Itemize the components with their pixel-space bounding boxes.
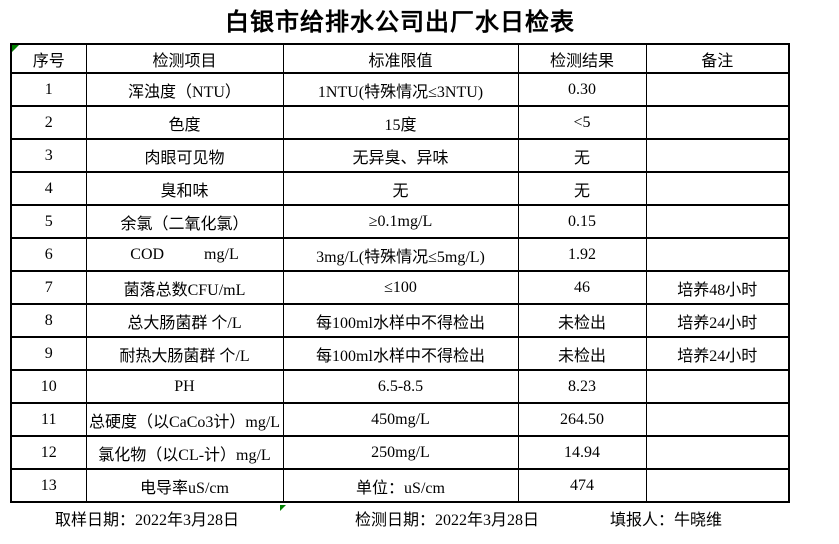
cell-limit: 3mg/L(特殊情况≤5mg/L) <box>282 237 519 272</box>
cell-no: 10 <box>10 369 87 404</box>
cell-marker-triangle <box>280 505 286 511</box>
cell-remark <box>645 72 790 107</box>
cell-no: 2 <box>10 105 87 140</box>
cell-result: 8.23 <box>517 369 647 404</box>
cell-remark: 培养48小时 <box>645 270 790 305</box>
cell-item: 臭和味 <box>85 171 284 206</box>
cell-result: 264.50 <box>517 402 647 437</box>
cell-remark <box>645 204 790 239</box>
cell-no: 6 <box>10 237 87 272</box>
sample-date-label: 取样日期：2022年3月28日 <box>55 512 240 529</box>
cell-no: 13 <box>10 468 87 503</box>
cell-result: 14.94 <box>517 435 647 470</box>
cell-item: 氯化物（以CL-计）mg/L <box>85 435 284 470</box>
cell-result: 0.30 <box>517 72 647 107</box>
cell-item: 菌落总数CFU/mL <box>85 270 284 305</box>
table-row: 6 COD mg/L 3mg/L(特殊情况≤5mg/L) 1.92 <box>10 237 790 272</box>
cell-limit: 无 <box>282 171 519 206</box>
table-header-row: 序号 检测项目 标准限值 检测结果 备注 <box>10 43 790 74</box>
cell-no: 11 <box>10 402 87 437</box>
cell-item: 电导率uS/cm <box>85 468 284 503</box>
cell-result: 1.92 <box>517 237 647 272</box>
cell-remark <box>645 138 790 173</box>
cell-remark <box>645 468 790 503</box>
cell-item: 浑浊度（NTU） <box>85 72 284 107</box>
cell-remark <box>645 171 790 206</box>
header-remark: 备注 <box>645 43 790 74</box>
header-result: 检测结果 <box>517 43 647 74</box>
table-row: 4 臭和味 无 无 <box>10 171 790 206</box>
table-row: 12 氯化物（以CL-计）mg/L 250mg/L 14.94 <box>10 435 790 470</box>
cell-result: 无 <box>517 171 647 206</box>
cell-result: 46 <box>517 270 647 305</box>
cell-limit: ≤100 <box>282 270 519 305</box>
cell-item: 总大肠菌群 个/L <box>85 303 284 338</box>
table-row: 3 肉眼可见物 无异臭、异味 无 <box>10 138 790 173</box>
cell-no: 7 <box>10 270 87 305</box>
cell-no: 12 <box>10 435 87 470</box>
cell-item: COD mg/L <box>85 237 284 272</box>
cell-remark <box>645 105 790 140</box>
cell-result: 无 <box>517 138 647 173</box>
cell-limit: 1NTU(特殊情况≤3NTU) <box>282 72 519 107</box>
cell-limit: 250mg/L <box>282 435 519 470</box>
cell-limit: ≥0.1mg/L <box>282 204 519 239</box>
cell-result: 未检出 <box>517 336 647 371</box>
table-row: 8 总大肠菌群 个/L 每100ml水样中不得检出 未检出 培养24小时 <box>10 303 790 338</box>
table-row: 10 PH 6.5-8.5 8.23 <box>10 369 790 404</box>
cell-limit: 单位：uS/cm <box>282 468 519 503</box>
cell-remark: 培养24小时 <box>645 303 790 338</box>
cell-no: 8 <box>10 303 87 338</box>
inspection-table: 序号 检测项目 标准限值 检测结果 备注 1 浑浊度（NTU） 1NTU(特殊情… <box>10 43 790 503</box>
header-item: 检测项目 <box>85 43 284 74</box>
cell-remark <box>645 237 790 272</box>
cell-result: 未检出 <box>517 303 647 338</box>
cell-no: 4 <box>10 171 87 206</box>
cell-remark <box>645 402 790 437</box>
cell-limit: 450mg/L <box>282 402 519 437</box>
cell-remark: 培养24小时 <box>645 336 790 371</box>
cell-item: 肉眼可见物 <box>85 138 284 173</box>
table-row: 7 菌落总数CFU/mL ≤100 46 培养48小时 <box>10 270 790 305</box>
table-row: 2 色度 15度 <5 <box>10 105 790 140</box>
cell-item: 总硬度（以CaCo3计）mg/L <box>85 402 284 437</box>
cell-limit: 每100ml水样中不得检出 <box>282 303 519 338</box>
cell-item: 色度 <box>85 105 284 140</box>
header-limit: 标准限值 <box>282 43 519 74</box>
cell-result: 0.15 <box>517 204 647 239</box>
reporter-label: 填报人：牛晓维 <box>610 512 723 529</box>
cell-no: 5 <box>10 204 87 239</box>
page-title: 白银市给排水公司出厂水日检表 <box>225 10 575 36</box>
cell-limit: 15度 <box>282 105 519 140</box>
cell-limit: 每100ml水样中不得检出 <box>282 336 519 371</box>
test-date-label: 检测日期：2022年3月28日 <box>355 512 540 529</box>
cell-no: 9 <box>10 336 87 371</box>
cell-result: <5 <box>517 105 647 140</box>
cell-remark <box>645 369 790 404</box>
cell-item: PH <box>85 369 284 404</box>
cell-item: 耐热大肠菌群 个/L <box>85 336 284 371</box>
cell-no: 3 <box>10 138 87 173</box>
cell-no: 1 <box>10 72 87 107</box>
cell-item: 余氯（二氧化氯） <box>85 204 284 239</box>
cell-limit: 无异臭、异味 <box>282 138 519 173</box>
table-row: 13 电导率uS/cm 单位：uS/cm 474 <box>10 468 790 503</box>
table-row: 5 余氯（二氧化氯） ≥0.1mg/L 0.15 <box>10 204 790 239</box>
header-no: 序号 <box>10 43 87 74</box>
cell-limit: 6.5-8.5 <box>282 369 519 404</box>
table-row: 11 总硬度（以CaCo3计）mg/L 450mg/L 264.50 <box>10 402 790 437</box>
cell-marker-triangle <box>12 45 19 52</box>
table-row: 9 耐热大肠菌群 个/L 每100ml水样中不得检出 未检出 培养24小时 <box>10 336 790 371</box>
cell-result: 474 <box>517 468 647 503</box>
table-row: 1 浑浊度（NTU） 1NTU(特殊情况≤3NTU) 0.30 <box>10 72 790 107</box>
cell-remark <box>645 435 790 470</box>
